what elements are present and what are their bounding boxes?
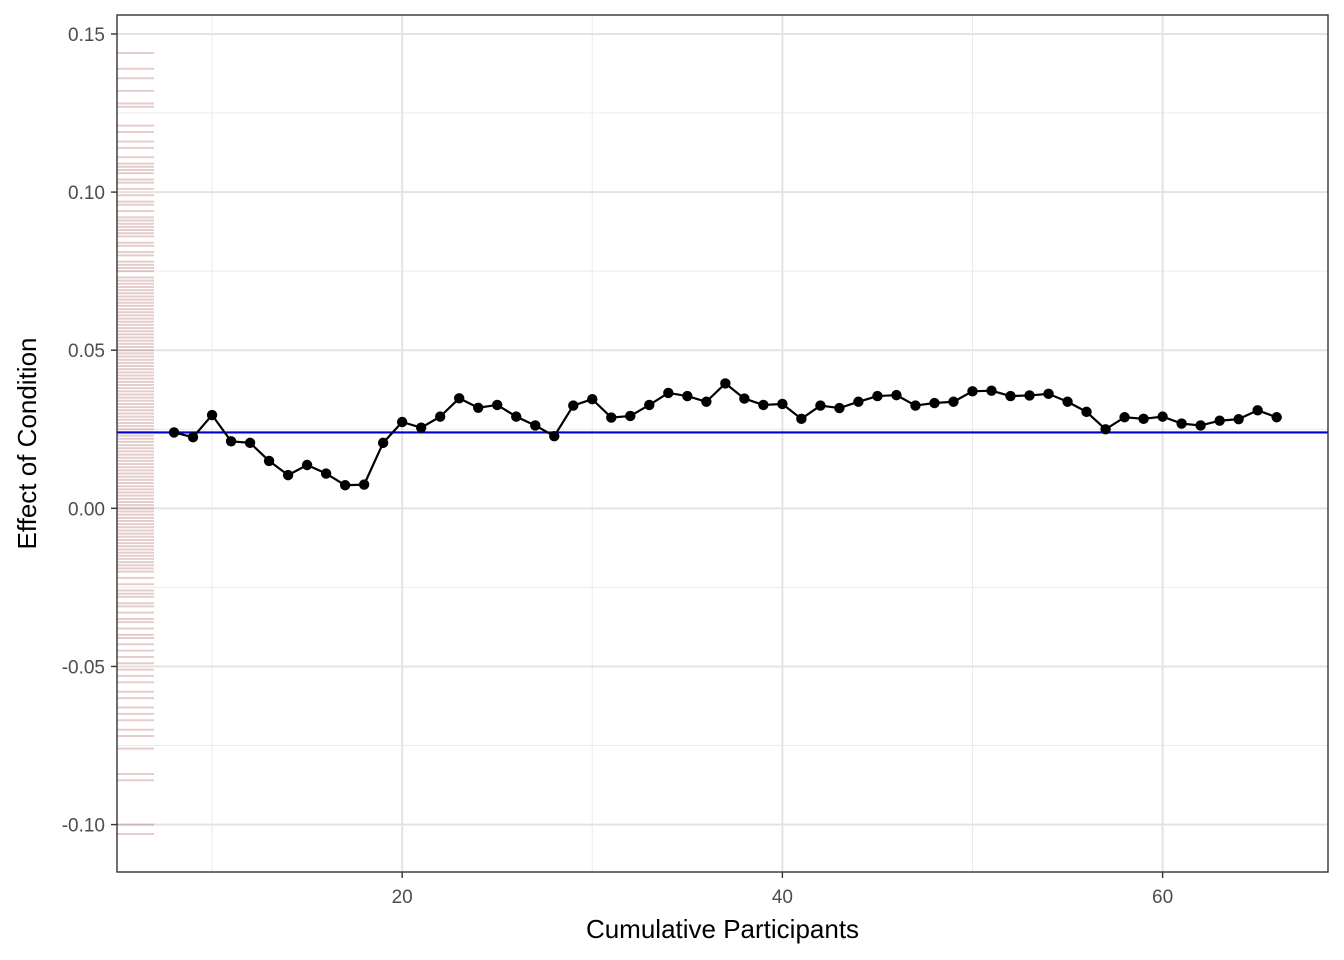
- panel-border: [116, 14, 1329, 873]
- data-point: [853, 396, 864, 407]
- data-point: [682, 390, 693, 402]
- data-point: [625, 410, 636, 422]
- data-point: [796, 413, 807, 425]
- data-point: [777, 398, 788, 410]
- data-point: [206, 409, 218, 421]
- y-tick-label: 0.00: [68, 499, 105, 520]
- data-point: [967, 386, 978, 397]
- data-point: [739, 393, 750, 404]
- y-tick-label: -0.05: [62, 657, 105, 678]
- data-point: [492, 399, 503, 411]
- grid-major: [117, 15, 1328, 872]
- data-point: [1271, 412, 1282, 423]
- data-point: [891, 389, 902, 401]
- data-point: [339, 480, 351, 491]
- data-point: [434, 411, 446, 422]
- data-point: [282, 469, 294, 481]
- y-tick-label: 0.05: [68, 341, 105, 362]
- y-axis-title: Effect of Condition: [12, 338, 42, 550]
- data-point: [1024, 390, 1035, 401]
- data-point: [358, 479, 370, 490]
- series-layer: [168, 378, 1282, 491]
- data-point: [187, 431, 199, 443]
- x-tick-label: 40: [772, 887, 793, 908]
- data-point: [1138, 413, 1149, 425]
- data-point: [948, 396, 959, 407]
- data-point: [320, 468, 332, 479]
- data-point: [511, 411, 522, 422]
- data-point: [815, 400, 826, 411]
- data-point: [1233, 413, 1244, 425]
- data-point: [1043, 388, 1054, 400]
- y-tick-label: 0.15: [68, 25, 105, 46]
- data-point: [225, 436, 237, 447]
- data-point: [587, 394, 598, 405]
- x-axis: 20 40 60: [392, 872, 1173, 908]
- data-point: [168, 427, 180, 438]
- data-point: [1195, 420, 1206, 431]
- y-tick-label: -0.10: [62, 816, 105, 837]
- data-point: [663, 387, 674, 399]
- data-point: [549, 431, 560, 442]
- data-point: [263, 455, 275, 467]
- data-point: [1005, 390, 1016, 402]
- x-axis-title: Cumulative Participants: [586, 914, 859, 944]
- data-point: [1119, 412, 1130, 423]
- data-point: [568, 400, 579, 411]
- data-point: [720, 378, 731, 389]
- data-point: [396, 416, 408, 428]
- x-tick-label: 20: [392, 887, 413, 908]
- data-point: [834, 402, 845, 414]
- data-point: [1176, 418, 1187, 429]
- data-point: [644, 399, 655, 411]
- rug: [117, 51, 154, 836]
- data-point: [929, 397, 940, 409]
- data-point: [910, 400, 921, 411]
- data-point: [530, 420, 541, 431]
- data-point: [1081, 406, 1092, 418]
- grid-minor: [117, 15, 1328, 872]
- data-point: [473, 402, 484, 413]
- data-point: [1157, 411, 1168, 422]
- y-axis: -0.10 -0.05 0.00 0.05 0.10 0.15: [62, 25, 117, 837]
- data-point: [453, 393, 465, 404]
- data-point: [872, 390, 883, 402]
- data-point: [758, 399, 769, 411]
- data-point: [301, 459, 313, 471]
- x-tick-label: 60: [1152, 887, 1173, 908]
- data-point: [606, 412, 617, 423]
- data-point: [244, 437, 256, 449]
- y-tick-label: 0.10: [68, 183, 105, 204]
- data-point: [1214, 415, 1225, 426]
- data-point: [377, 437, 389, 449]
- data-point: [415, 422, 427, 433]
- data-point: [986, 385, 997, 396]
- data-point: [1252, 405, 1263, 416]
- data-point: [701, 396, 712, 407]
- data-point: [1062, 396, 1073, 407]
- data-point: [1100, 424, 1111, 435]
